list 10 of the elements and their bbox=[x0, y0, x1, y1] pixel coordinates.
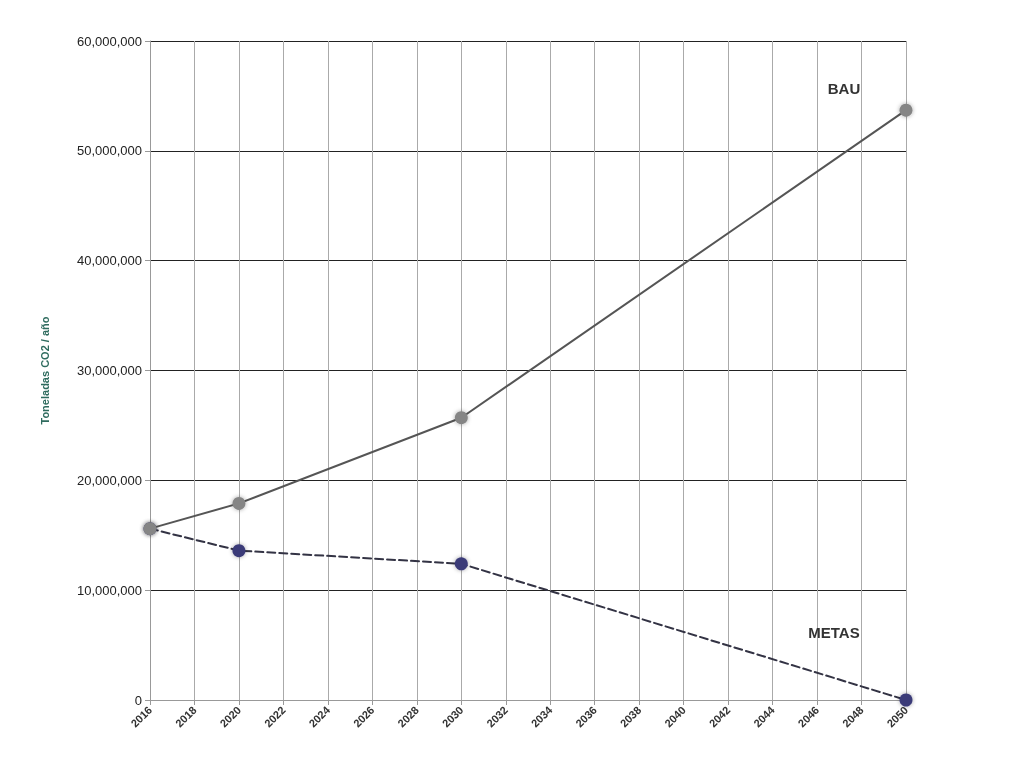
y-tick-label: 20,000,000 bbox=[76, 472, 142, 488]
y-tick-label: 40,000,000 bbox=[76, 253, 142, 269]
y-tick-label: 50,000,000 bbox=[76, 143, 142, 159]
y-tick-label: 0 bbox=[134, 692, 142, 708]
text: BAU bbox=[827, 79, 861, 97]
y-tick-label: 60,000,000 bbox=[76, 33, 142, 49]
y-axis-title: Toneladas CO2 / año bbox=[38, 316, 51, 425]
y-tick-label: 10,000,000 bbox=[76, 582, 142, 598]
y-tick-label: 30,000,000 bbox=[76, 363, 142, 378]
series-label: METAS bbox=[808, 623, 860, 641]
